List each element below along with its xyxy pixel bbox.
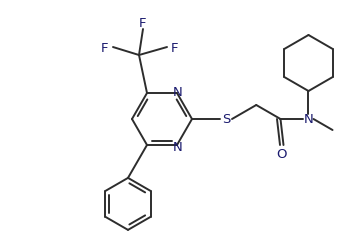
Text: N: N — [173, 85, 183, 98]
Text: O: O — [277, 148, 287, 161]
Text: F: F — [101, 41, 109, 54]
Text: N: N — [304, 113, 313, 126]
Text: F: F — [171, 41, 179, 54]
Text: F: F — [139, 16, 147, 29]
Text: S: S — [222, 113, 230, 126]
Text: N: N — [173, 141, 183, 154]
